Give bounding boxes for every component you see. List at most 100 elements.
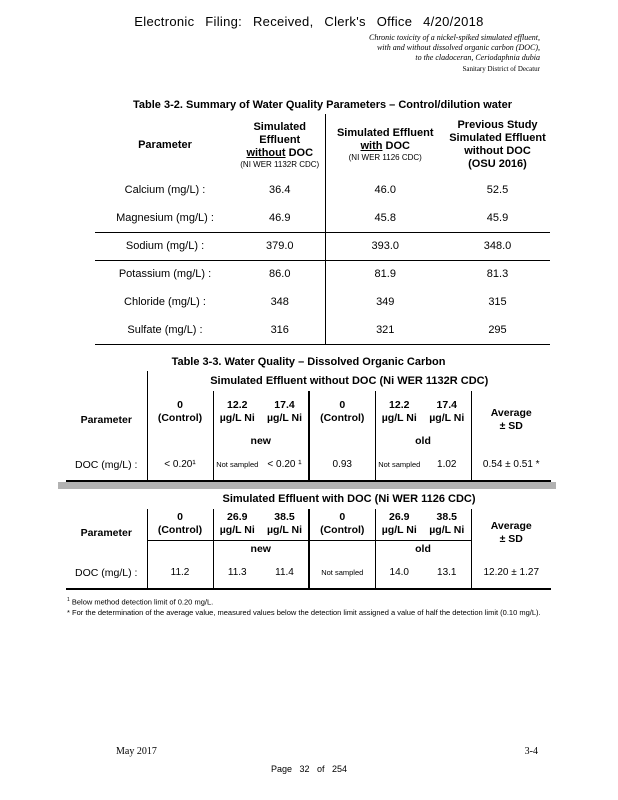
column-header-control: 0 (Control) <box>309 508 376 541</box>
subtable-title: Simulated Effluent without DOC (Ni WER 1… <box>210 374 489 387</box>
table-row: Calcium (mg/L) : 36.4 46.0 52.5 <box>95 176 550 204</box>
footer-page-number: 3-4 <box>524 746 538 757</box>
organization-name: Sanitary District of Decatur <box>462 65 540 73</box>
value-cell: 316 <box>235 316 326 345</box>
filing-stamp: Electronic Filing: Received, Clerk's Off… <box>134 14 484 29</box>
param-cell: Calcium (mg/L) : <box>124 184 206 196</box>
footnote: 1 Below method detection limit of 0.20 m… <box>67 596 214 607</box>
column-header-control: 0 (Control) <box>309 390 376 433</box>
column-header-without-doc: Simulated Effluent without DOC (NI WER 1… <box>235 114 326 176</box>
param-cell: Magnesium (mg/L) : <box>95 204 235 233</box>
group-label-new: new <box>213 540 310 558</box>
value-cell: 11.2 <box>147 557 214 590</box>
subtable-title-row: Simulated Effluent without DOC (Ni WER 1… <box>66 370 551 391</box>
average-cell: 12.20 ± 1.27 <box>471 557 551 590</box>
subtable-header-row: Parameter 0 (Control) 12.2 µg/L Ni 17.4 µg/… <box>66 390 551 450</box>
case-title-line: with and without dissolved organic carbo… <box>376 43 540 52</box>
value-cell: 86.0 <box>235 260 326 288</box>
column-header-ni: 26.9 µg/L Ni <box>213 508 261 541</box>
value-cell: 321 <box>325 316 445 345</box>
column-header-control: 0 (Control) <box>147 508 214 541</box>
table-row: Potassium (mg/L) : 86.0 81.9 81.3 <box>95 260 550 288</box>
column-header-ni: 38.5 µg/L Ni <box>261 508 310 541</box>
spacer-cell <box>147 540 214 558</box>
value-cell: 295 <box>445 316 550 345</box>
column-header-ni: 17.4 µg/L Ni <box>261 390 310 433</box>
value-cell: 348 <box>235 288 326 316</box>
column-header-parameter: Parameter <box>66 508 148 558</box>
value-cell: 348.0 <box>445 232 550 261</box>
table-3-2: Parameter Simulated Effluent without DOC… <box>95 114 550 345</box>
column-header-ni: 26.9 µg/L Ni <box>375 508 423 541</box>
param-cell: Sulfate (mg/L) : <box>95 316 235 345</box>
value-cell: 46.0 <box>374 184 396 196</box>
value-cell: 13.1 <box>423 557 472 590</box>
table-3-3-title: Table 3-3. Water Quality – Dissolved Org… <box>171 355 446 368</box>
column-header-average: Average ± SD <box>490 407 532 432</box>
spacer-cell <box>66 489 147 509</box>
subtable-title-row: Simulated Effluent with DOC (Ni WER 1126… <box>66 489 551 509</box>
case-title-line: Chronic toxicity of a nickel-spiked simu… <box>369 33 540 42</box>
column-subheader: (NI WER 1132R CDC) <box>240 159 320 169</box>
table-row: Sodium (mg/L) : 379.0 393.0 348.0 <box>95 232 550 261</box>
value-cell: 45.9 <box>445 204 550 233</box>
column-header-ni: 12.2 µg/L Ni <box>381 398 417 424</box>
column-header-with-doc: Simulated Effluent with DOC (NI WER 1126… <box>325 114 445 176</box>
spacer-cell <box>309 432 376 450</box>
value-cell: Not sampled <box>375 449 423 482</box>
param-cell: DOC (mg/L) : <box>66 557 148 590</box>
table-row: DOC (mg/L) : < 0.20¹ Not sampled < 0.20 … <box>66 449 551 482</box>
param-cell: Sodium (mg/L) : <box>95 232 235 261</box>
table-3-2-title: Table 3-2. Summary of Water Quality Para… <box>133 99 512 111</box>
table-3-3-subtable-with-doc: Simulated Effluent with DOC (Ni WER 1126… <box>66 489 551 590</box>
value-cell: 14.0 <box>375 557 423 590</box>
column-header-parameter: Parameter <box>138 138 192 151</box>
average-cell: 0.54 ± 0.51 * <box>471 449 551 482</box>
value-cell: 0.93 <box>309 449 376 482</box>
value-cell: 315 <box>488 296 507 308</box>
footer-page-indicator: Page 32 of 254 <box>270 764 348 774</box>
column-header-parameter: Parameter <box>66 390 148 450</box>
value-cell: 393.0 <box>325 232 445 261</box>
group-label-old: old <box>375 432 472 450</box>
column-subheader: (NI WER 1126 CDC) <box>348 153 422 162</box>
spacer-cell <box>66 370 148 391</box>
value-cell: 52.5 <box>486 184 509 196</box>
spacer-cell <box>309 540 376 558</box>
subtable-header-row: Parameter 0 (Control) 26.9 µg/L Ni 38.5 µg/… <box>66 508 551 558</box>
value-cell: 45.8 <box>325 204 445 233</box>
param-cell: DOC (mg/L) : <box>66 449 148 482</box>
value-cell: Not sampled <box>213 449 261 482</box>
param-cell: Potassium (mg/L) : <box>118 268 212 281</box>
param-cell: Chloride (mg/L) : <box>124 296 206 308</box>
value-cell: 11.4 <box>261 557 310 590</box>
column-header-ni: 12.2 µg/L Ni <box>219 398 255 424</box>
subtable-title: Simulated Effluent with DOC (Ni WER 1126… <box>222 492 476 505</box>
column-header-ni: 17.4 µg/L Ni <box>423 390 472 433</box>
table-row: Sulfate (mg/L) : 316 321 295 <box>95 316 550 345</box>
column-header-control: 0 (Control) <box>147 390 214 433</box>
group-label-row: new old <box>66 432 551 450</box>
value-cell: 36.4 <box>235 176 326 204</box>
value-cell: < 0.20¹ <box>147 449 214 482</box>
group-label-row: new old <box>66 540 551 558</box>
group-label-old: old <box>375 540 472 558</box>
column-header-average: Average ± SD <box>490 520 532 545</box>
table-row: Magnesium (mg/L) : 46.9 45.8 45.9 <box>95 204 550 233</box>
footnotes: 1 Below method detection limit of 0.20 m… <box>67 595 618 619</box>
table-3-2-header-row: Parameter Simulated Effluent without DOC… <box>95 114 550 176</box>
table-row: Chloride (mg/L) : 348 349 315 <box>95 288 550 316</box>
value-cell: 1.02 <box>423 449 472 482</box>
value-cell: Not sampled <box>309 557 376 590</box>
group-label-new: new <box>213 432 310 450</box>
spacer-cell <box>147 432 214 450</box>
footnote: * For the determination of the average v… <box>67 608 541 617</box>
value-cell: < 0.20 ¹ <box>261 449 310 482</box>
value-cell: 379.0 <box>235 232 326 261</box>
table-row: DOC (mg/L) : 11.2 11.3 11.4 Not sampled … <box>66 557 551 590</box>
case-title-line: to the cladoceran, Ceriodaphnia dubia <box>415 53 540 62</box>
column-header-previous-study: Previous Study Simulated Effluent withou… <box>449 119 546 170</box>
column-header-ni: 38.5 µg/L Ni <box>423 508 472 541</box>
value-cell: 81.9 <box>374 268 396 281</box>
